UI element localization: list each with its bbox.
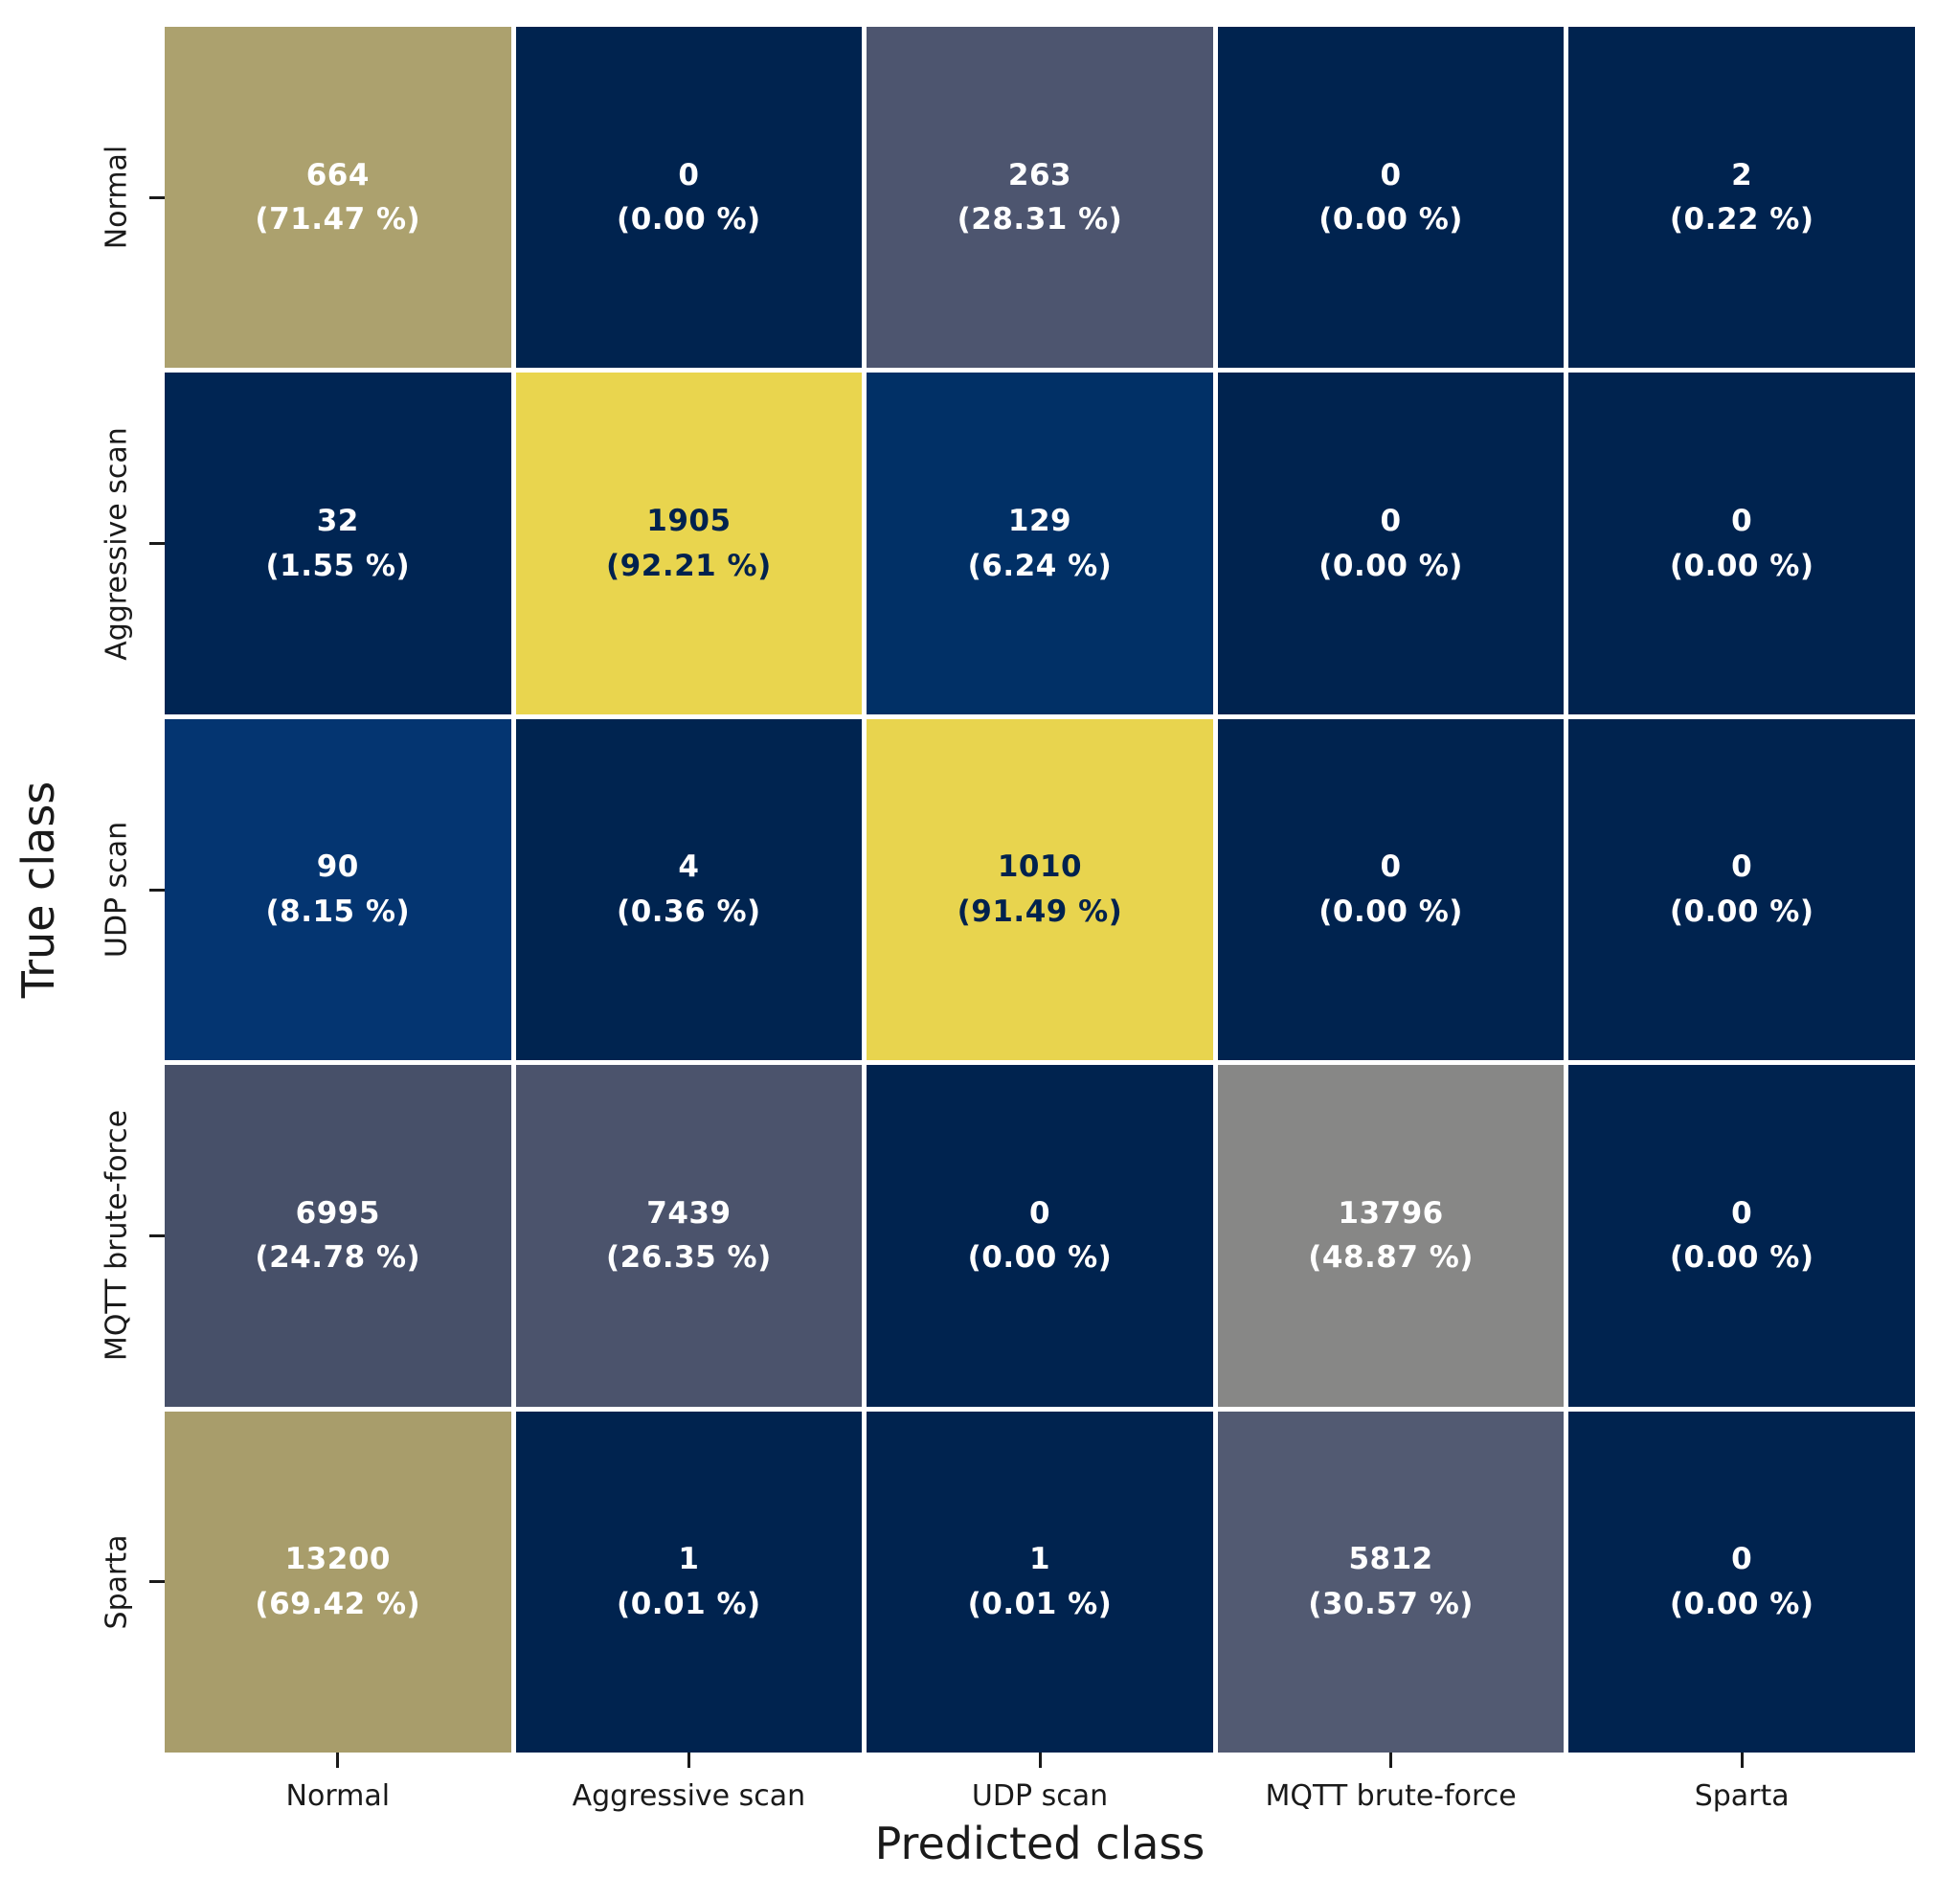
cell-percent: (6.24 %) xyxy=(967,548,1113,583)
y-axis-title: True class xyxy=(12,780,64,999)
matrix-cell: 0 (0.00 %) xyxy=(1568,718,1915,1061)
y-tick-mark xyxy=(149,888,165,892)
cell-percent: (92.21 %) xyxy=(606,548,772,583)
y-tick-mark xyxy=(149,1580,165,1584)
y-tick-mark xyxy=(149,542,165,546)
y-tick-mark xyxy=(149,1233,165,1237)
cell-count: 6995 xyxy=(295,1195,380,1231)
matrix-cell: 664 (71.47 %) xyxy=(165,27,511,369)
matrix-cell: 1010 (91.49 %) xyxy=(867,718,1213,1061)
cell-count: 1905 xyxy=(646,504,732,539)
cell-count: 90 xyxy=(316,849,359,885)
x-axis-title: Predicted class xyxy=(874,1818,1205,1869)
cell-percent: (26.35 %) xyxy=(606,1240,772,1276)
cell-percent: (0.36 %) xyxy=(617,893,761,929)
cell-percent: (1.55 %) xyxy=(265,548,411,583)
y-tick-label: Normal xyxy=(100,145,134,250)
cell-count: 13796 xyxy=(1338,1195,1444,1231)
cell-percent: (0.00 %) xyxy=(1669,1240,1814,1276)
cell-percent: (0.01 %) xyxy=(967,1586,1113,1621)
y-tick-label: MQTT brute-force xyxy=(100,1110,134,1362)
matrix-cell: 7439 (26.35 %) xyxy=(515,1065,863,1407)
matrix-cell: 13200 (69.42 %) xyxy=(165,1411,511,1753)
x-tick-label: MQTT brute-force xyxy=(1265,1779,1517,1813)
x-tick-mark xyxy=(336,1753,340,1768)
cell-percent: (8.15 %) xyxy=(265,893,411,929)
x-tick-label: UDP scan xyxy=(971,1779,1109,1813)
x-tick-label: Sparta xyxy=(1694,1779,1790,1813)
cell-count: 129 xyxy=(1007,504,1072,539)
matrix-cell: 13796 (48.87 %) xyxy=(1217,1065,1565,1407)
cell-count: 0 xyxy=(1380,849,1402,885)
cell-count: 0 xyxy=(1731,504,1753,539)
x-tick-label: Aggressive scan xyxy=(572,1779,806,1813)
y-tick-mark xyxy=(149,195,165,199)
cell-count: 0 xyxy=(1380,504,1402,539)
cell-count: 32 xyxy=(316,504,359,539)
y-tick-label: Sparta xyxy=(100,1534,134,1630)
matrix-cell: 1 (0.01 %) xyxy=(515,1411,863,1753)
cell-percent: (24.78 %) xyxy=(255,1240,421,1276)
cell-count: 1 xyxy=(678,1542,700,1577)
cell-percent: (28.31 %) xyxy=(957,202,1123,238)
matrix-cell: 0 (0.00 %) xyxy=(1568,1065,1915,1407)
matrix-cell: 6995 (24.78 %) xyxy=(165,1065,511,1407)
cell-percent: (48.87 %) xyxy=(1308,1240,1474,1276)
cell-percent: (30.57 %) xyxy=(1308,1586,1474,1621)
cell-percent: (0.00 %) xyxy=(1318,893,1463,929)
cell-percent: (0.00 %) xyxy=(1669,1586,1814,1621)
cell-percent: (0.22 %) xyxy=(1669,202,1814,238)
y-tick-label: UDP scan xyxy=(100,821,134,959)
cell-count: 1 xyxy=(1028,1542,1051,1577)
cell-count: 0 xyxy=(1380,157,1402,192)
matrix-cell: 1 (0.01 %) xyxy=(867,1411,1213,1753)
cell-percent: (0.00 %) xyxy=(617,202,761,238)
x-tick-label: Normal xyxy=(285,1779,391,1813)
cell-percent: (0.01 %) xyxy=(617,1586,761,1621)
x-tick-mark xyxy=(1740,1753,1744,1768)
cell-percent: (0.00 %) xyxy=(1318,202,1463,238)
matrix-cell: 0 (0.00 %) xyxy=(867,1065,1213,1407)
matrix-cell: 32 (1.55 %) xyxy=(165,373,511,714)
cell-count: 0 xyxy=(1028,1195,1051,1231)
matrix-cell: 1905 (92.21 %) xyxy=(515,373,863,714)
cell-count: 0 xyxy=(678,157,700,192)
matrix-cell: 0 (0.00 %) xyxy=(515,27,863,369)
cell-percent: (91.49 %) xyxy=(957,893,1123,929)
cell-count: 664 xyxy=(305,157,370,192)
matrix-cell: 0 (0.00 %) xyxy=(1217,718,1565,1061)
matrix-cell: 0 (0.00 %) xyxy=(1217,373,1565,714)
matrix-cell: 90 (8.15 %) xyxy=(165,718,511,1061)
x-tick-mark xyxy=(1389,1753,1393,1768)
cell-count: 13200 xyxy=(284,1542,391,1577)
cell-percent: (0.00 %) xyxy=(1669,893,1814,929)
matrix-cell: 5812 (30.57 %) xyxy=(1217,1411,1565,1753)
y-tick-label: Aggressive scan xyxy=(100,426,134,661)
cell-percent: (0.00 %) xyxy=(967,1240,1113,1276)
matrix-cell: 0 (0.00 %) xyxy=(1568,373,1915,714)
cell-count: 263 xyxy=(1007,157,1072,192)
cell-count: 4 xyxy=(678,849,700,885)
cell-percent: (71.47 %) xyxy=(255,202,421,238)
matrix-cell: 129 (6.24 %) xyxy=(867,373,1213,714)
matrix-cell: 263 (28.31 %) xyxy=(867,27,1213,369)
cell-count: 2 xyxy=(1731,157,1753,192)
cell-percent: (0.00 %) xyxy=(1318,548,1463,583)
cell-count: 0 xyxy=(1731,1195,1753,1231)
x-tick-mark xyxy=(1038,1753,1042,1768)
matrix-cell: 0 (0.00 %) xyxy=(1568,1411,1915,1753)
cell-count: 1010 xyxy=(997,849,1083,885)
cell-count: 0 xyxy=(1731,1542,1753,1577)
matrix-cell: 2 (0.22 %) xyxy=(1568,27,1915,369)
x-tick-mark xyxy=(687,1753,690,1768)
matrix-cell: 4 (0.36 %) xyxy=(515,718,863,1061)
heatmap-grid: 664 (71.47 %) 0 (0.00 %) 263 (28.31 %) 0 (0.00 … xyxy=(165,27,1915,1753)
cell-count: 5812 xyxy=(1348,1542,1433,1577)
cell-count: 0 xyxy=(1731,849,1753,885)
matrix-cell: 0 (0.00 %) xyxy=(1217,27,1565,369)
cell-count: 7439 xyxy=(646,1195,732,1231)
cell-percent: (69.42 %) xyxy=(255,1586,421,1621)
cell-percent: (0.00 %) xyxy=(1669,548,1814,583)
